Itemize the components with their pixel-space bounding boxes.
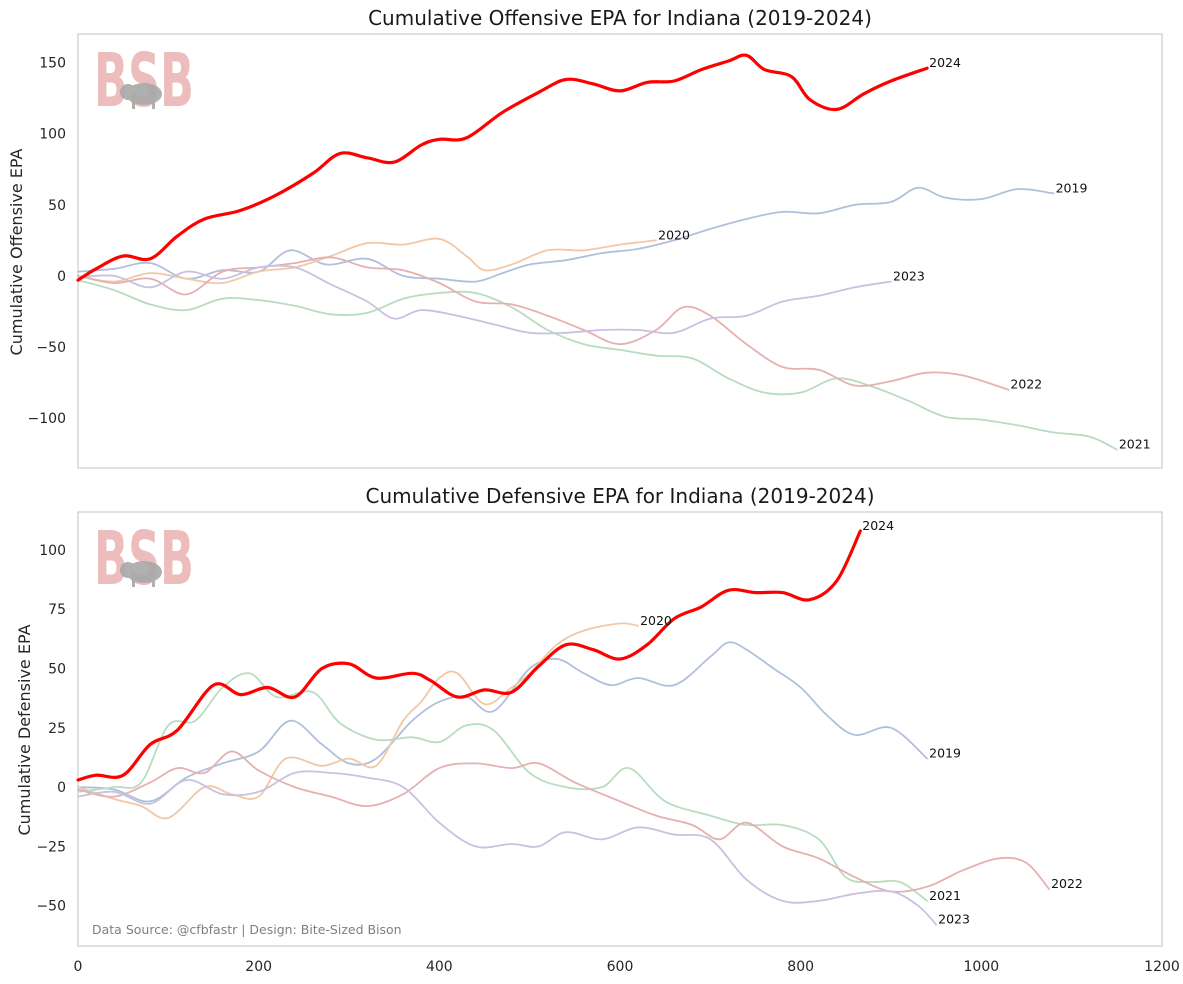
x-tick-label: 1000 [964, 959, 1000, 975]
defensive-series [76, 529, 1050, 926]
series-label-2020: 2020 [658, 227, 690, 242]
series-line-2019 [77, 641, 928, 803]
defensive-series-labels: 2019 2020 2021 2022 2023 2024 [640, 518, 1083, 927]
bsb-logo: BSB [94, 516, 194, 602]
series-line-2024 [76, 53, 929, 282]
series-label-2021: 2021 [929, 888, 961, 903]
series-line-2020 [77, 622, 639, 820]
x-tick-label: 800 [787, 959, 814, 975]
y-tick-label: 50 [48, 198, 66, 214]
series-line-2022 [77, 750, 1050, 893]
bsb-logo-text: BSB [94, 38, 194, 124]
offensive-series-labels: 2019 2020 2021 2022 2023 2024 [658, 55, 1151, 451]
series-line-2022 [77, 256, 1010, 391]
series-label-2019: 2019 [1056, 180, 1088, 195]
offensive-chart-title: Cumulative Offensive EPA for Indiana (20… [368, 6, 872, 30]
series-line-2023 [77, 264, 892, 335]
series-label-2020: 2020 [640, 613, 672, 628]
x-tick-label: 200 [245, 959, 272, 975]
y-tick-label: −50 [36, 340, 66, 356]
offensive-y-ticks: 150 100 50 0 −50 −100 [28, 55, 66, 427]
y-tick-label: −50 [36, 899, 66, 915]
y-tick-label: −25 [36, 839, 66, 855]
defensive-plot-frame [77, 511, 1163, 947]
series-line-2024 [76, 529, 862, 782]
y-tick-label: 0 [57, 269, 66, 285]
y-tick-label: −100 [28, 411, 66, 427]
x-tick-label: 0 [74, 959, 83, 975]
defensive-chart-title: Cumulative Defensive EPA for Indiana (20… [365, 484, 874, 508]
data-source-note: Data Source: @cfbfastr | Design: Bite-Si… [92, 922, 402, 937]
defensive-y-axis-label: Cumulative Defensive EPA [15, 624, 34, 835]
y-tick-label: 100 [39, 127, 66, 143]
series-label-2019: 2019 [929, 746, 961, 761]
series-label-2024: 2024 [862, 518, 894, 533]
y-tick-label: 0 [57, 780, 66, 796]
series-label-2022: 2022 [1010, 377, 1042, 392]
offensive-epa-chart: Cumulative Offensive EPA for Indiana (20… [7, 6, 1163, 469]
x-tick-label: 400 [426, 959, 453, 975]
y-tick-label: 150 [39, 55, 66, 71]
offensive-y-axis-label: Cumulative Offensive EPA [7, 149, 26, 356]
defensive-y-ticks: 100 75 50 25 0 −25 −50 [36, 543, 66, 915]
y-tick-label: 25 [48, 721, 66, 737]
offensive-plot-frame [77, 33, 1163, 469]
y-tick-label: 50 [48, 662, 66, 678]
x-axis-ticks: 0 200 400 600 800 1000 1200 [74, 959, 1180, 975]
bison-icon [120, 561, 162, 587]
offensive-series [76, 53, 1118, 451]
series-line-2023 [77, 770, 938, 926]
defensive-epa-chart: Cumulative Defensive EPA for Indiana (20… [15, 484, 1163, 947]
y-tick-label: 75 [48, 602, 66, 618]
series-line-2020 [77, 237, 657, 285]
x-tick-label: 1200 [1144, 959, 1180, 975]
series-label-2022: 2022 [1051, 876, 1083, 891]
bison-icon [120, 83, 162, 109]
bsb-logo: BSB [94, 38, 194, 124]
series-label-2023: 2023 [893, 269, 925, 284]
series-label-2024: 2024 [929, 55, 961, 70]
series-line-2021 [77, 279, 1118, 451]
bsb-logo-text: BSB [94, 516, 194, 602]
series-label-2023: 2023 [938, 912, 970, 927]
series-line-2019 [77, 186, 1055, 283]
series-line-2021 [77, 672, 928, 902]
x-tick-label: 600 [607, 959, 634, 975]
y-tick-label: 100 [39, 543, 66, 559]
series-label-2021: 2021 [1119, 437, 1151, 452]
